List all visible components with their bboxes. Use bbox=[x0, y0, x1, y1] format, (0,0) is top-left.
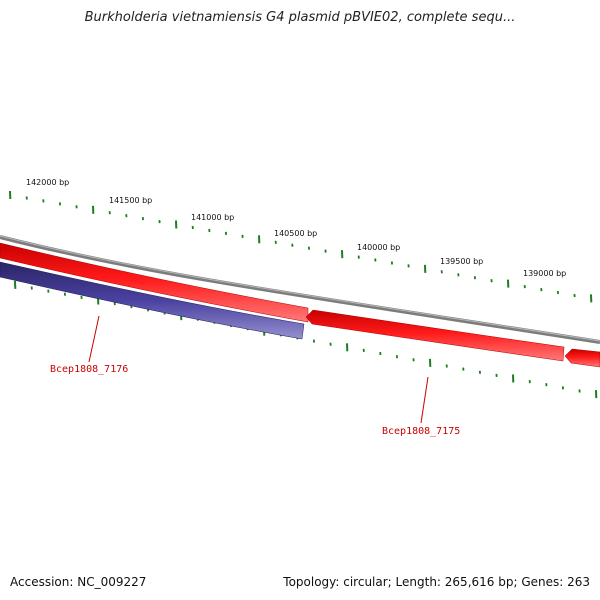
scale-label: 141000 bp bbox=[191, 213, 234, 222]
forward-gene-feature[interactable] bbox=[0, 242, 309, 323]
map-title: Burkholderia vietnamiensis G4 plasmid pB… bbox=[84, 10, 516, 25]
scale-label: 139000 bp bbox=[523, 269, 566, 278]
summary-text: Topology: circular; Length: 265,616 bp; … bbox=[283, 575, 590, 589]
scale-label: 141500 bp bbox=[109, 196, 152, 205]
scale-label: 140500 bp bbox=[274, 229, 317, 238]
gene-label-Bcep1808_7175[interactable]: Bcep1808_7175 bbox=[382, 426, 460, 437]
scale-label: 139500 bp bbox=[440, 257, 483, 266]
gene-label-Bcep1808_7176[interactable]: Bcep1808_7176 bbox=[50, 364, 128, 375]
outer-scale-ticks bbox=[9, 190, 593, 303]
accession-text: Accession: NC_009227 bbox=[10, 575, 147, 589]
scale-label: 142000 bp bbox=[26, 178, 69, 187]
gene-label-leader bbox=[88, 315, 100, 363]
plasmid-backbone-highlight bbox=[0, 235, 600, 342]
scale-label: 140000 bp bbox=[357, 243, 400, 252]
gene-label-leader bbox=[420, 376, 429, 424]
gene-Bcep1808_7176[interactable] bbox=[0, 261, 305, 340]
gene-Bcep1808_7175[interactable] bbox=[305, 309, 565, 362]
forward-gene-feature-right[interactable] bbox=[564, 348, 600, 368]
scale-labels: 142000 bp 141500 bp 141000 bp 140500 bp … bbox=[26, 178, 566, 278]
plasmid-backbone bbox=[0, 235, 600, 344]
